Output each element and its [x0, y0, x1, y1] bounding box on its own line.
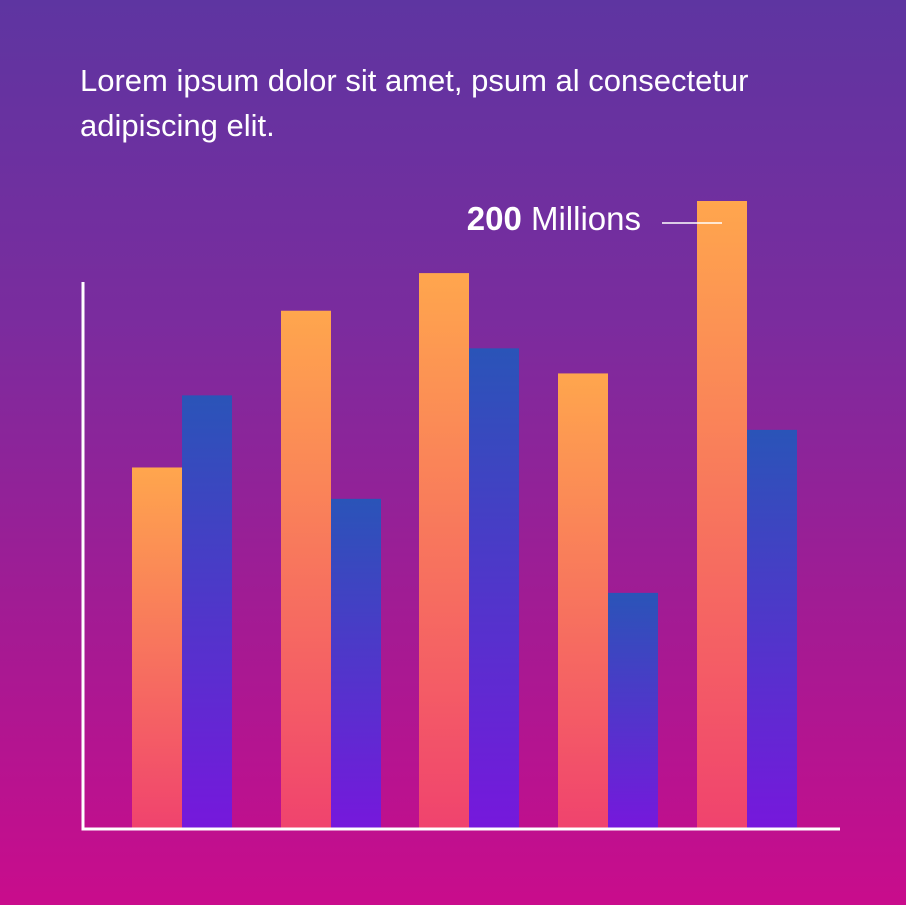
bar-series-1-group-3: [419, 273, 469, 829]
headline-text: Lorem ipsum dolor sit amet, psum al cons…: [80, 63, 749, 143]
bar-series-2-group-1: [182, 395, 232, 828]
callout-label: 200 Millions: [467, 200, 641, 237]
callout-value: 200: [467, 200, 522, 237]
bar-series-1-group-4: [558, 373, 608, 828]
bar-series-1-group-2: [281, 310, 331, 829]
callout-unit: Millions: [531, 200, 641, 237]
bar-series-2-group-2: [331, 498, 381, 828]
bar-series-2-group-3: [469, 348, 519, 828]
bars-group: [132, 201, 797, 829]
bar-series-1-group-1: [132, 467, 182, 828]
bar-series-1-group-5: [697, 201, 747, 828]
bar-series-2-group-5: [747, 429, 797, 828]
bar-series-2-group-4: [608, 592, 658, 828]
